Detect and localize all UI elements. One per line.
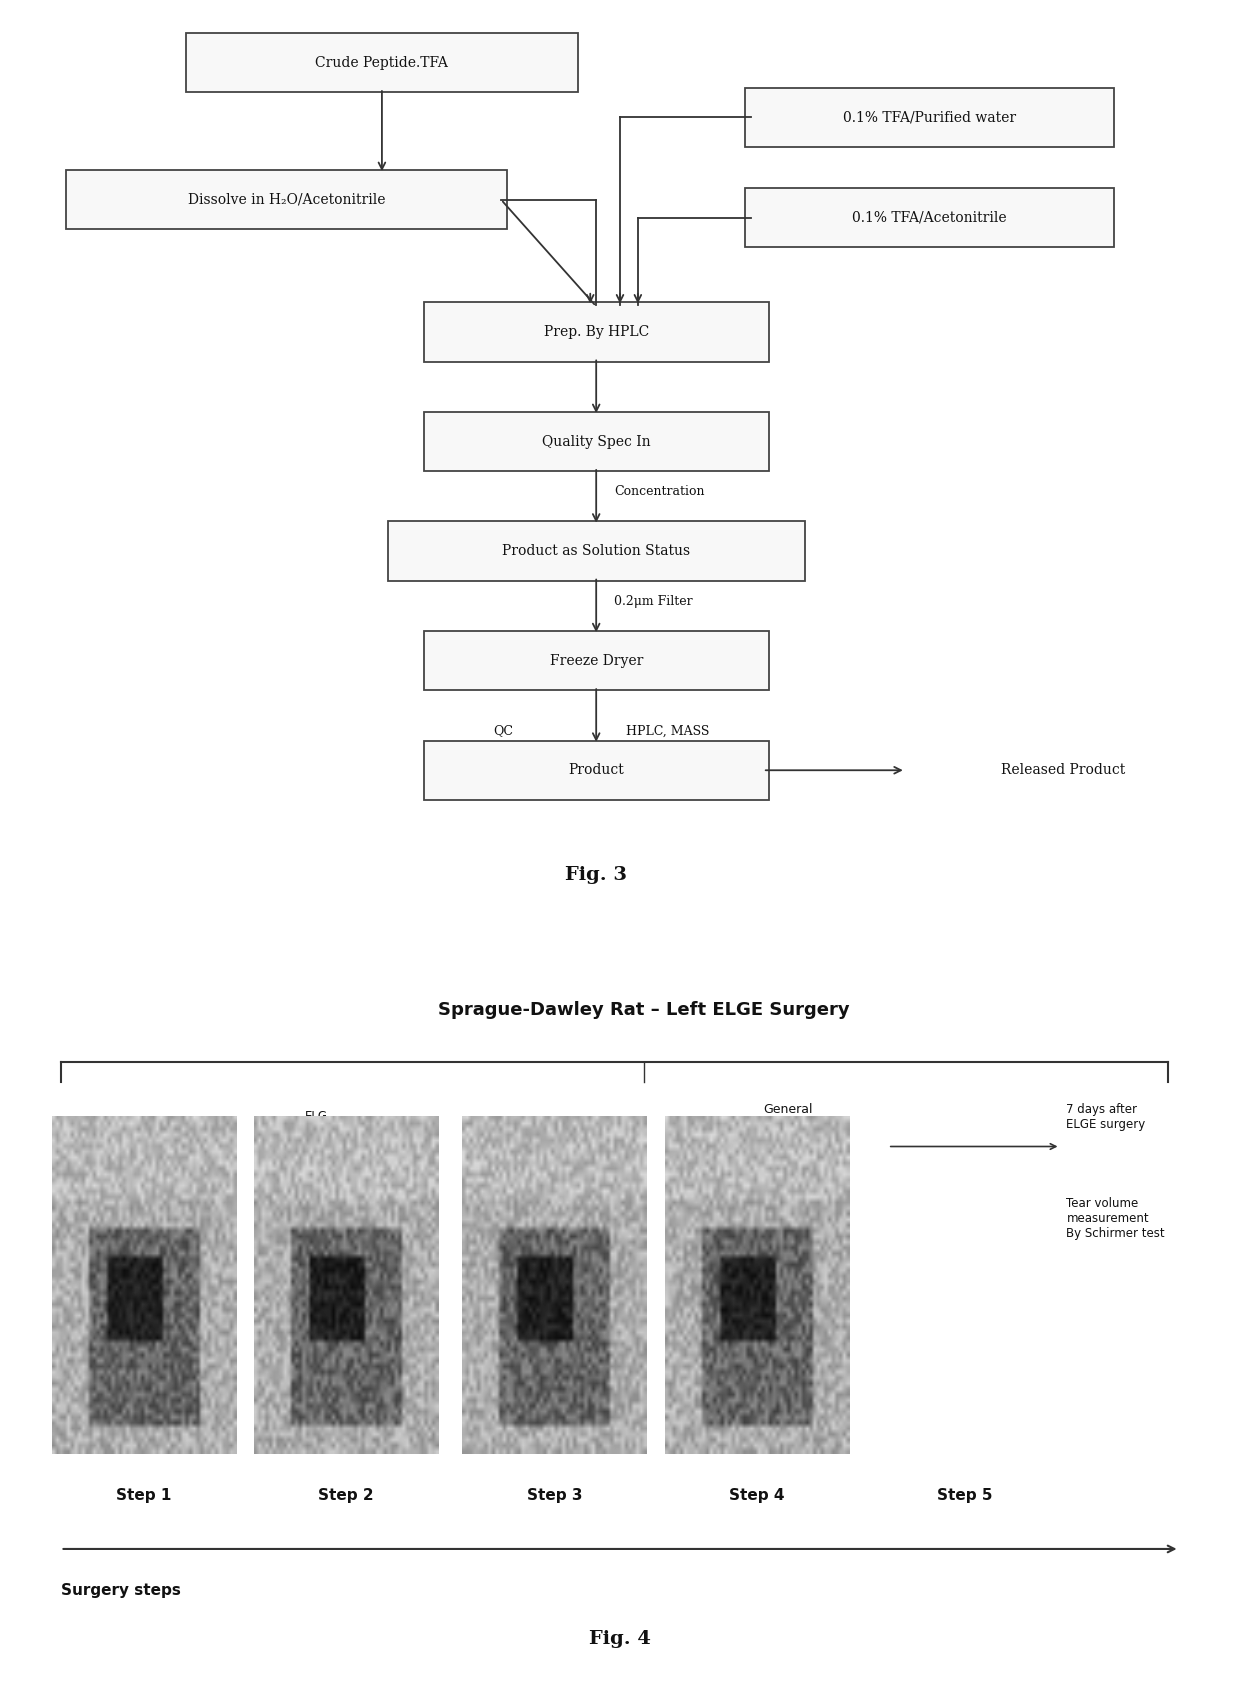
Text: 9 mm: 9 mm: [319, 1316, 350, 1326]
Text: 7 days after
ELGE surgery: 7 days after ELGE surgery: [1066, 1103, 1146, 1131]
Text: Concentration: Concentration: [614, 485, 704, 499]
Text: 0.1% TFA/Acetonitrile: 0.1% TFA/Acetonitrile: [852, 211, 1007, 225]
Text: Prep. By HPLC: Prep. By HPLC: [543, 325, 649, 338]
FancyBboxPatch shape: [745, 188, 1114, 247]
Text: Crude Peptide.TFA: Crude Peptide.TFA: [315, 56, 449, 69]
Text: Step 3: Step 3: [527, 1488, 583, 1503]
Text: Dissolve in H₂O/Acetonitrile: Dissolve in H₂O/Acetonitrile: [188, 193, 386, 206]
Text: Tear volume
measurement
By Schirmer test: Tear volume measurement By Schirmer test: [1066, 1197, 1166, 1240]
Text: 0.1% TFA/Purified water: 0.1% TFA/Purified water: [843, 110, 1016, 125]
FancyBboxPatch shape: [424, 413, 769, 472]
Text: Fig. 3: Fig. 3: [565, 866, 627, 884]
Text: 9 mm: 9 mm: [527, 1316, 558, 1326]
FancyBboxPatch shape: [388, 521, 805, 580]
Text: Fig. 4: Fig. 4: [589, 1630, 651, 1649]
FancyBboxPatch shape: [67, 169, 507, 230]
Text: HPLC, MASS: HPLC, MASS: [626, 724, 709, 737]
Text: General
skin suture: General skin suture: [763, 1103, 832, 1131]
Text: Freeze Dryer: Freeze Dryer: [549, 654, 642, 668]
Text: Step 1: Step 1: [117, 1488, 171, 1503]
Text: Step 2: Step 2: [319, 1488, 374, 1503]
Text: Step 5: Step 5: [937, 1488, 993, 1503]
Text: QC: QC: [492, 724, 513, 737]
Text: Product as Solution Status: Product as Solution Status: [502, 545, 691, 558]
FancyBboxPatch shape: [424, 741, 769, 800]
Text: Product: Product: [568, 763, 624, 778]
FancyBboxPatch shape: [424, 631, 769, 690]
Text: Surgery steps: Surgery steps: [61, 1583, 180, 1598]
FancyBboxPatch shape: [424, 303, 769, 362]
Text: Released Product: Released Product: [1001, 763, 1125, 778]
Text: Sprague-Dawley Rat – Left ELGE Surgery: Sprague-Dawley Rat – Left ELGE Surgery: [438, 1001, 849, 1020]
Text: Step 4: Step 4: [729, 1488, 785, 1503]
FancyBboxPatch shape: [745, 88, 1114, 147]
Text: Quality Spec In: Quality Spec In: [542, 435, 651, 448]
Text: ELG: ELG: [305, 1109, 327, 1123]
FancyBboxPatch shape: [186, 32, 578, 93]
Text: 0.2μm Filter: 0.2μm Filter: [614, 595, 693, 607]
